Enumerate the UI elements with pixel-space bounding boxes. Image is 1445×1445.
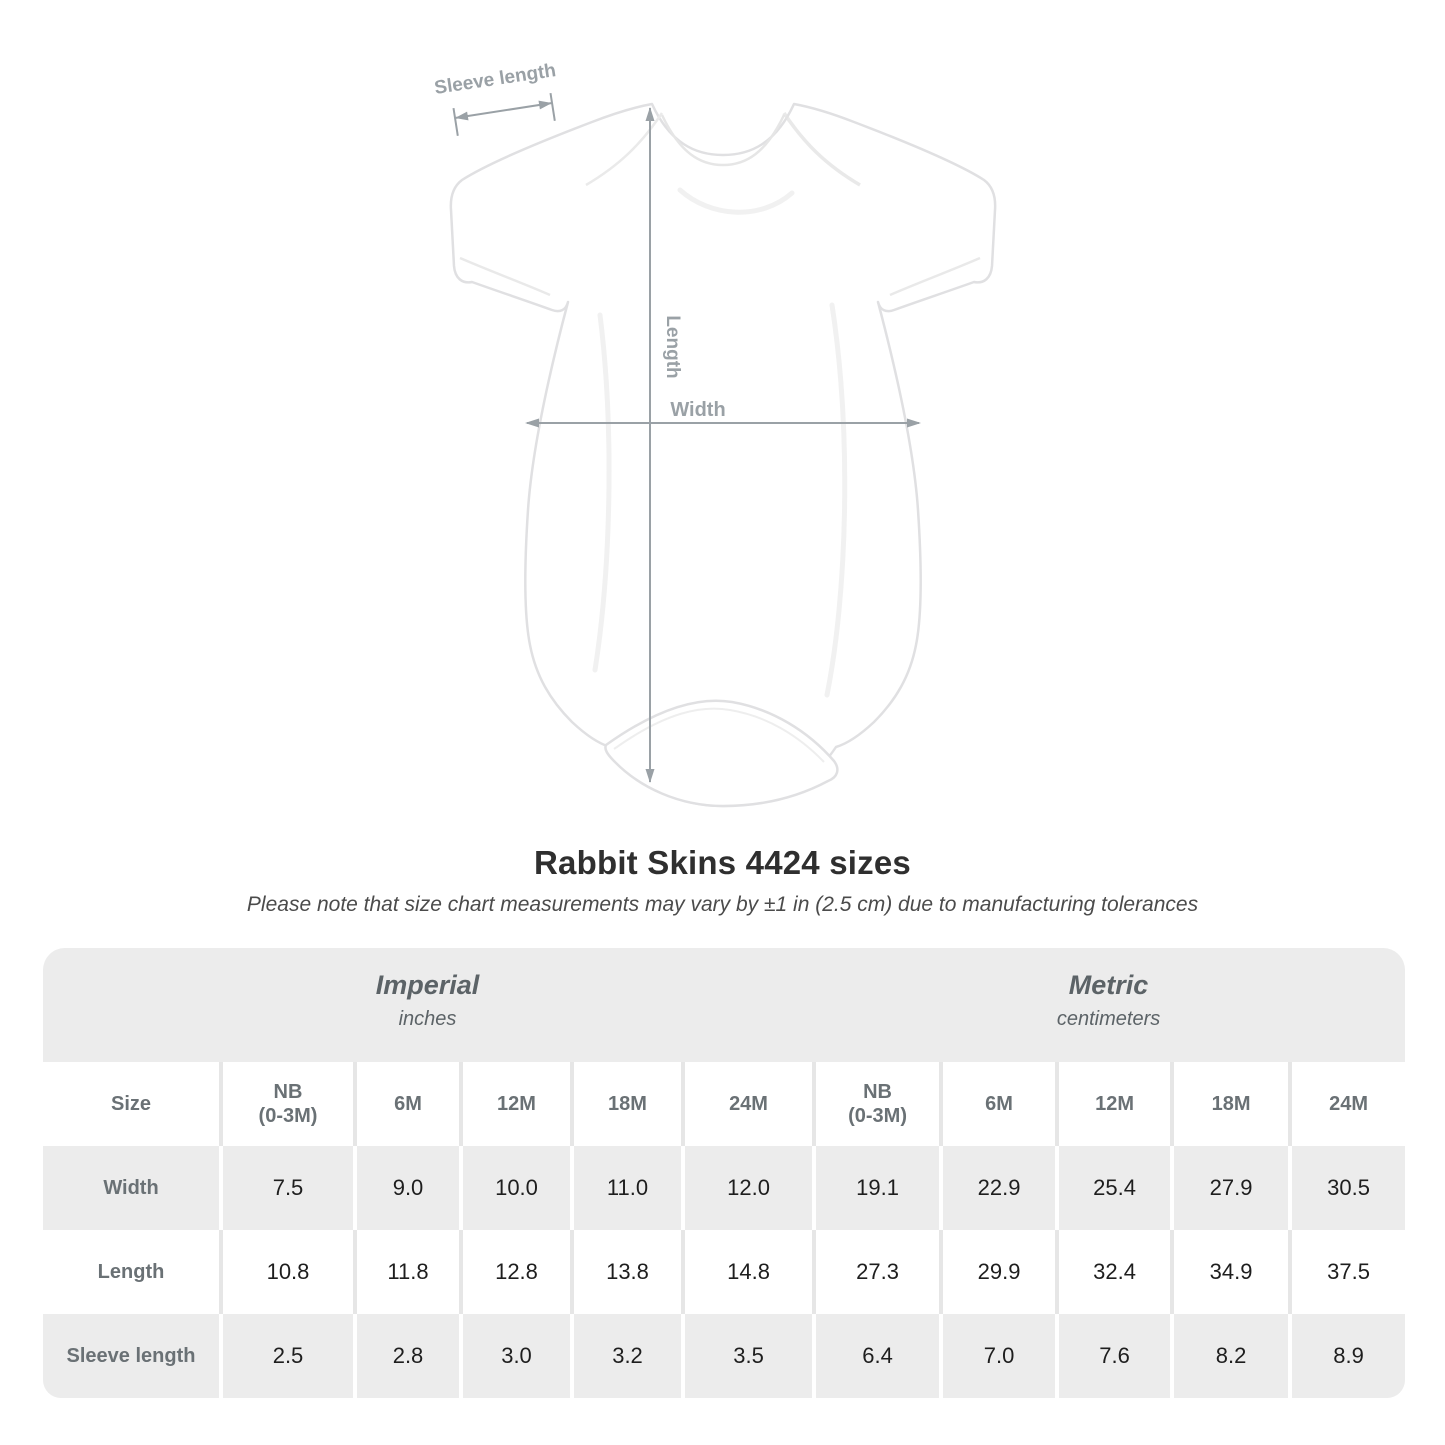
chart-heading: Rabbit Skins 4424 sizes Please note that… — [0, 843, 1445, 918]
value-cell: 2.5 — [219, 1314, 353, 1398]
row-label-length: Length — [43, 1230, 219, 1314]
unit-band-row: Imperial inches Metric centimeters — [43, 948, 1406, 1062]
length-arrowhead-top — [645, 107, 655, 121]
value-cell: 32.4 — [1055, 1230, 1171, 1314]
sleeve-arrowhead-right — [538, 100, 552, 110]
value-cell: 10.0 — [459, 1146, 570, 1230]
column-header-metric-24m: 24M — [1288, 1062, 1406, 1146]
value-cell: 9.0 — [353, 1146, 459, 1230]
sleeve-tick-left — [452, 107, 459, 136]
column-header-metric-nb: NB (0-3M) — [812, 1062, 940, 1146]
value-cell: 11.0 — [570, 1146, 681, 1230]
value-cell: 12.0 — [681, 1146, 813, 1230]
column-header-metric-12m: 12M — [1055, 1062, 1171, 1146]
value-cell: 11.8 — [353, 1230, 459, 1314]
value-cell: 3.0 — [459, 1314, 570, 1398]
lap-shoulder-seam-left — [585, 112, 664, 187]
value-cell: 7.5 — [219, 1146, 353, 1230]
sleeve-hem-left — [459, 256, 551, 297]
length-arrowhead-bottom — [645, 769, 655, 783]
page-title: Rabbit Skins 4424 sizes — [534, 844, 911, 881]
collar-line — [660, 114, 786, 167]
imperial-label: Imperial — [375, 970, 480, 1000]
size-column-header: Size — [43, 1062, 219, 1146]
value-cell: 3.5 — [681, 1314, 813, 1398]
value-cell: 6.4 — [812, 1314, 940, 1398]
column-header-imperial-18m: 18M — [570, 1062, 681, 1146]
column-header-imperial-nb: NB (0-3M) — [219, 1062, 353, 1146]
table-row-sleeve-length: Sleeve length 2.5 2.8 3.0 3.2 3.5 6.4 7.… — [43, 1314, 1406, 1398]
measurement-annotations — [452, 92, 921, 783]
value-cell: 2.8 — [353, 1314, 459, 1398]
imperial-group-header: Imperial inches — [43, 948, 813, 1062]
metric-unit: centimeters — [1056, 1008, 1161, 1030]
sleeve-hem-right — [889, 256, 981, 297]
value-cell: 7.0 — [939, 1314, 1056, 1398]
value-cell: 22.9 — [939, 1146, 1056, 1230]
row-label-sleeve-length: Sleeve length — [43, 1314, 219, 1398]
value-cell: 3.2 — [570, 1314, 681, 1398]
length-label: Length — [662, 315, 683, 378]
lap-shoulder-seam-right — [782, 112, 861, 187]
value-cell: 10.8 — [219, 1230, 353, 1314]
width-arrowhead-left — [525, 418, 539, 428]
size-table: Imperial inches Metric centimeters Size … — [43, 948, 1406, 1398]
tolerance-note: Please note that size chart measurements… — [246, 893, 1199, 916]
value-cell: 19.1 — [812, 1146, 940, 1230]
column-header-imperial-24m: 24M — [681, 1062, 813, 1146]
table-row-length: Length 10.8 11.8 12.8 13.8 14.8 27.3 29.… — [43, 1230, 1406, 1314]
value-cell: 14.8 — [681, 1230, 813, 1314]
row-label-width: Width — [43, 1146, 219, 1230]
product-measurement-diagram: Sleeve length Length Width — [430, 55, 1010, 810]
crotch-flap-binding — [613, 707, 825, 763]
sleeve-arrowhead-left — [455, 111, 469, 121]
metric-label: Metric — [1068, 970, 1149, 1000]
width-arrowhead-right — [907, 418, 921, 428]
sleeve-length-label: Sleeve length — [433, 60, 557, 99]
value-cell: 27.9 — [1170, 1146, 1289, 1230]
value-cell: 12.8 — [459, 1230, 570, 1314]
value-cell: 34.9 — [1170, 1230, 1289, 1314]
value-cell: 27.3 — [812, 1230, 940, 1314]
value-cell: 30.5 — [1288, 1146, 1406, 1230]
column-header-imperial-12m: 12M — [459, 1062, 570, 1146]
fabric-fold-lines — [592, 187, 848, 698]
imperial-unit: inches — [398, 1008, 457, 1030]
column-header-metric-6m: 6M — [939, 1062, 1056, 1146]
value-cell: 29.9 — [939, 1230, 1056, 1314]
value-cell: 25.4 — [1055, 1146, 1171, 1230]
table-row-width: Width 7.5 9.0 10.0 11.0 12.0 19.1 22.9 2… — [43, 1146, 1406, 1230]
metric-group-header: Metric centimeters — [812, 948, 1406, 1062]
column-header-imperial-6m: 6M — [353, 1062, 459, 1146]
column-header-metric-18m: 18M — [1170, 1062, 1289, 1146]
value-cell: 8.2 — [1170, 1314, 1289, 1398]
value-cell: 8.9 — [1288, 1314, 1406, 1398]
size-header-row: Size NB (0-3M) 6M 12M 18M 24M NB (0-3M) 6M… — [43, 1062, 1406, 1146]
value-cell: 13.8 — [570, 1230, 681, 1314]
sleeve-dimension-line — [454, 102, 553, 119]
value-cell: 7.6 — [1055, 1314, 1171, 1398]
value-cell: 37.5 — [1288, 1230, 1406, 1314]
onesie-illustration: Sleeve length Length Width — [433, 60, 997, 808]
sleeve-tick-right — [549, 92, 556, 121]
width-label: Width — [670, 399, 725, 421]
